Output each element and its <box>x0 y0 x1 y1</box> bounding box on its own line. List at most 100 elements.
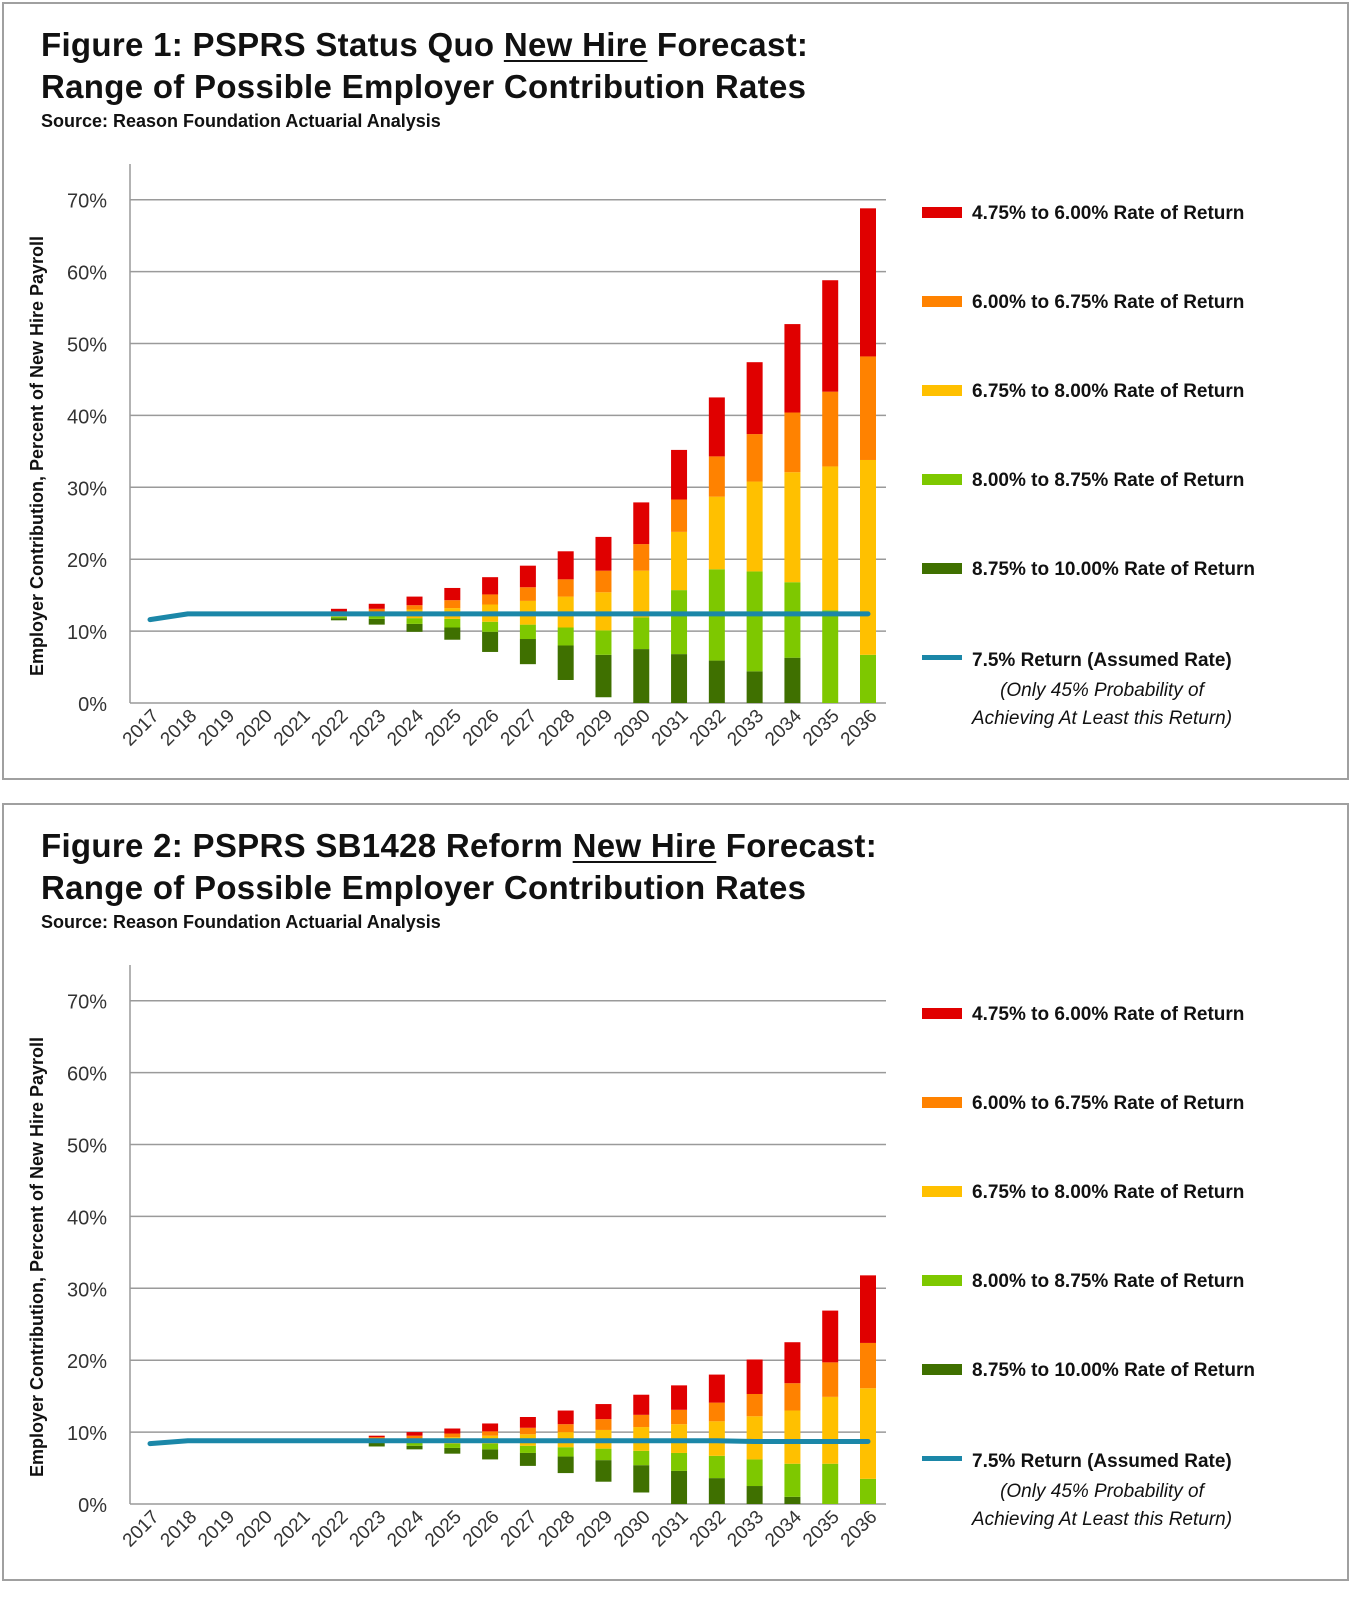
y-tick-label: 20% <box>67 1351 107 1373</box>
bar-segment-band-6.75-8.00-2033 <box>746 481 763 572</box>
bar-segment-band-8.00-8.75-2023 <box>368 615 385 619</box>
bar-segment-band-8.75-10.00-2027 <box>519 639 536 665</box>
bar-segment-band-4.75-6.00-2023 <box>368 1435 385 1438</box>
x-tick-label: 2023 <box>346 1507 391 1552</box>
bar-segment-band-4.75-6.00-2029 <box>595 1404 612 1420</box>
bar-segment-band-4.75-6.00-2025 <box>444 587 461 601</box>
bar-segment-band-4.75-6.00-2035 <box>822 280 839 392</box>
bar-segment-band-8.75-10.00-2031 <box>671 1470 688 1504</box>
y-axis-label: Employer Contribution, Percent of New Hi… <box>27 1037 47 1477</box>
x-tick-label: 2018 <box>157 1507 202 1552</box>
bar-segment-band-6.00-6.75-2024 <box>406 605 423 610</box>
x-tick-label: 2036 <box>837 706 882 751</box>
x-tick-label: 2032 <box>686 706 731 751</box>
bar-segment-band-8.00-8.75-2028 <box>557 627 574 646</box>
bar-segment-band-6.75-8.00-2036 <box>860 1388 876 1479</box>
bar-segment-band-4.75-6.00-2027 <box>519 565 536 588</box>
x-tick-label: 2018 <box>157 706 202 751</box>
x-tick-label: 2023 <box>346 706 391 751</box>
x-tick-label: 2026 <box>459 706 504 751</box>
legend-swatch <box>922 1186 962 1197</box>
bar-segment-band-8.00-8.75-2024 <box>406 1442 423 1446</box>
bar-segment-band-8.00-8.75-2034 <box>784 582 801 658</box>
bar-segment-band-6.00-6.75-2026 <box>482 594 499 605</box>
bar-segment-band-8.75-10.00-2029 <box>595 654 612 698</box>
bar-segment-band-4.75-6.00-2033 <box>746 362 763 435</box>
bar-segment-band-8.75-10.00-2028 <box>557 645 574 680</box>
bar-segment-band-6.75-8.00-2035 <box>822 466 839 611</box>
bar-segment-band-8.75-10.00-2031 <box>671 654 688 703</box>
bar-segment-band-6.75-8.00-2035 <box>822 1396 839 1464</box>
bar-segment-band-4.75-6.00-2028 <box>557 1410 574 1425</box>
bar-segment-band-4.75-6.00-2029 <box>595 536 612 571</box>
bar-segment-band-8.00-8.75-2029 <box>595 1448 612 1461</box>
y-tick-label: 40% <box>67 1207 107 1229</box>
bar-segment-band-6.75-8.00-2031 <box>671 531 688 591</box>
y-tick-label: 60% <box>67 263 107 285</box>
figure-2-subtitle: Range of Possible Employer Contribution … <box>41 869 807 906</box>
x-tick-label: 2017 <box>119 706 164 751</box>
bar-segment-band-4.75-6.00-2033 <box>746 1359 763 1394</box>
x-tick-label: 2020 <box>232 1507 277 1552</box>
bar-segment-band-4.75-6.00-2030 <box>633 1394 650 1415</box>
x-tick-label: 2035 <box>799 706 844 751</box>
legend-swatch <box>922 1275 962 1286</box>
x-tick-label: 2021 <box>270 1507 315 1552</box>
x-tick-label: 2034 <box>761 1506 806 1551</box>
bar-segment-band-4.75-6.00-2025 <box>444 1428 461 1434</box>
bar-segment-band-4.75-6.00-2036 <box>860 208 876 357</box>
bar-segment-band-6.00-6.75-2036 <box>860 1342 876 1389</box>
bar-segment-band-6.00-6.75-2025 <box>444 600 461 609</box>
legend-label: 6.00% to 6.75% Rate of Return <box>972 292 1244 313</box>
x-tick-label: 2020 <box>232 706 277 751</box>
y-tick-label: 0% <box>78 694 107 716</box>
x-tick-label: 2019 <box>194 706 239 751</box>
x-tick-label: 2033 <box>723 706 768 751</box>
figure-2-panel: Figure 2: PSPRS SB1428 Reform New Hire F… <box>2 803 1349 1581</box>
bar-segment-band-8.00-8.75-2022 <box>330 616 347 619</box>
bar-segment-band-6.00-6.75-2028 <box>557 579 574 597</box>
legend-swatch <box>922 385 962 396</box>
bar-segment-band-8.00-8.75-2032 <box>708 1455 725 1479</box>
x-tick-label: 2027 <box>497 706 542 751</box>
bar-segment-band-6.00-6.75-2034 <box>784 412 801 473</box>
bar-segment-band-6.75-8.00-2036 <box>860 459 876 655</box>
legend-label: 6.75% to 8.00% Rate of Return <box>972 381 1244 402</box>
legend-note: Achieving At Least this Return) <box>971 708 1232 729</box>
x-tick-label: 2026 <box>459 1507 504 1552</box>
figure-1-subtitle: Range of Possible Employer Contribution … <box>41 68 807 105</box>
bar-segment-band-8.75-10.00-2032 <box>708 1478 725 1504</box>
bar-segment-band-4.75-6.00-2035 <box>822 1310 839 1363</box>
bar-segment-band-8.75-10.00-2034 <box>784 1496 801 1504</box>
bar-segment-band-6.00-6.75-2032 <box>708 1402 725 1422</box>
title-text: Forecast: <box>647 26 809 63</box>
bar-segment-band-6.00-6.75-2026 <box>482 1431 499 1436</box>
bar-segment-band-6.00-6.75-2031 <box>671 499 688 532</box>
legend-label: 8.00% to 8.75% Rate of Return <box>972 470 1244 491</box>
bar-segment-band-4.75-6.00-2030 <box>633 502 650 545</box>
x-tick-label: 2025 <box>421 706 466 751</box>
bar-segment-band-8.00-8.75-2035 <box>822 1463 839 1504</box>
bar-segment-band-4.75-6.00-2023 <box>368 603 385 609</box>
legend-swatch <box>922 474 962 485</box>
bar-segment-band-6.00-6.75-2030 <box>633 1414 650 1428</box>
y-tick-label: 60% <box>67 1064 107 1086</box>
x-tick-label: 2028 <box>534 706 579 751</box>
bar-segment-band-6.75-8.00-2033 <box>746 1416 763 1460</box>
bar-segment-band-8.00-8.75-2031 <box>671 1452 688 1471</box>
bar-segment-band-4.75-6.00-2028 <box>557 551 574 580</box>
legend-label: 4.75% to 6.00% Rate of Return <box>972 1004 1244 1025</box>
bar-segment-band-8.75-10.00-2026 <box>482 1449 499 1460</box>
bar-segment-band-4.75-6.00-2032 <box>708 397 725 457</box>
bar-segment-band-8.75-10.00-2022 <box>330 618 347 621</box>
bar-segment-band-4.75-6.00-2031 <box>671 449 688 500</box>
bar-segment-band-8.75-10.00-2034 <box>784 657 801 703</box>
legend-note: (Only 45% Probability of <box>1000 680 1206 701</box>
bar-segment-band-8.75-10.00-2025 <box>444 1447 461 1454</box>
title-underlined-text: New Hire <box>503 26 648 63</box>
bar-segment-band-8.00-8.75-2030 <box>633 1450 650 1466</box>
title-text: Figure 2: PSPRS SB1428 Reform <box>41 827 573 864</box>
bar-segment-band-8.00-8.75-2030 <box>633 617 650 650</box>
figure-1-chart: 0% 10% 20% 30% 40% 50% 60% 70% Employer Contribu… <box>27 164 1255 751</box>
y-tick-label: 30% <box>67 478 107 500</box>
